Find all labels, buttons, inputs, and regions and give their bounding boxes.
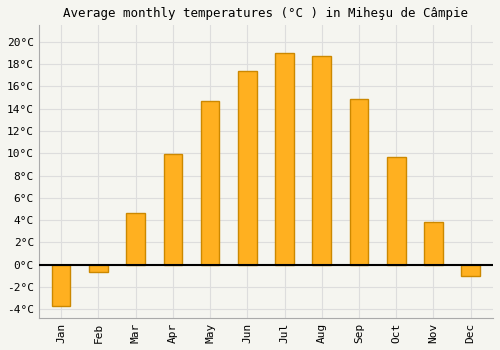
Bar bbox=[312, 56, 331, 265]
Bar bbox=[201, 101, 220, 265]
Bar bbox=[164, 154, 182, 265]
Bar bbox=[462, 265, 480, 276]
Bar bbox=[52, 265, 70, 306]
Bar bbox=[238, 71, 256, 265]
Bar bbox=[424, 222, 443, 265]
Bar bbox=[387, 156, 406, 265]
Bar bbox=[350, 99, 368, 265]
Bar bbox=[275, 53, 294, 265]
Bar bbox=[126, 214, 145, 265]
Title: Average monthly temperatures (°C ) in Miheşu de Câmpie: Average monthly temperatures (°C ) in Mi… bbox=[64, 7, 468, 20]
Bar bbox=[89, 265, 108, 272]
